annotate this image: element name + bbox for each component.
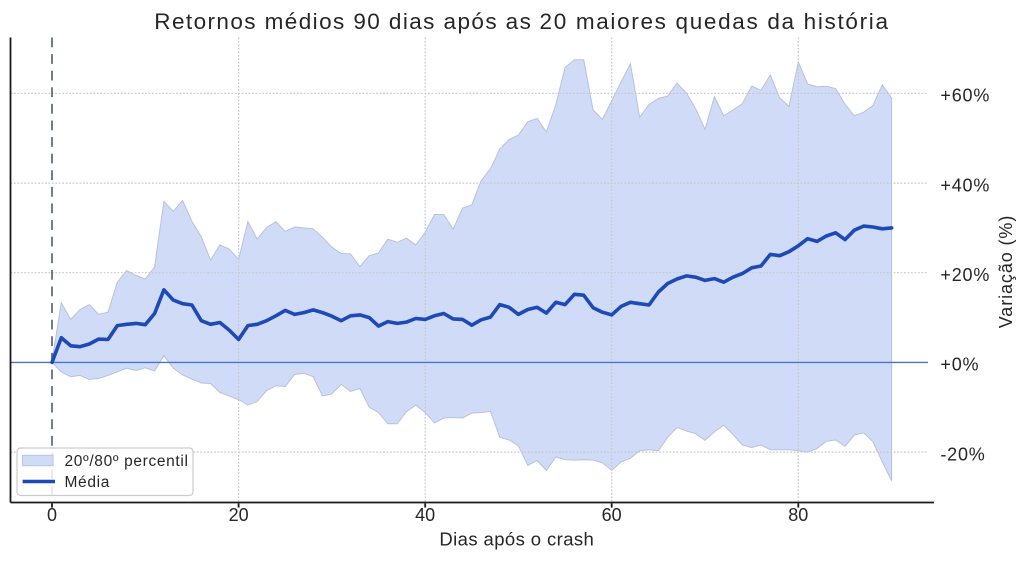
svg-text:Média: Média — [65, 474, 110, 491]
svg-text:20º/80º percentil: 20º/80º percentil — [65, 453, 189, 470]
svg-text:Variação (%): Variação (%) — [996, 215, 1016, 329]
svg-text:-20%: -20% — [940, 444, 985, 464]
svg-text:40: 40 — [415, 505, 435, 525]
svg-text:+20%: +20% — [940, 265, 990, 285]
svg-text:+60%: +60% — [940, 86, 990, 106]
svg-text:0: 0 — [47, 505, 57, 525]
svg-text:80: 80 — [788, 505, 808, 525]
svg-text:Retornos médios 90 dias após a: Retornos médios 90 dias após as — [154, 9, 532, 34]
svg-text:+40%: +40% — [940, 175, 990, 195]
svg-text:+0%: +0% — [940, 355, 979, 375]
svg-text:60: 60 — [602, 505, 622, 525]
svg-text:20: 20 — [229, 505, 249, 525]
svg-text:Dias após o crash: Dias após o crash — [439, 528, 594, 549]
svg-text:20 maiores quedas da história: 20 maiores quedas da história — [540, 9, 890, 34]
